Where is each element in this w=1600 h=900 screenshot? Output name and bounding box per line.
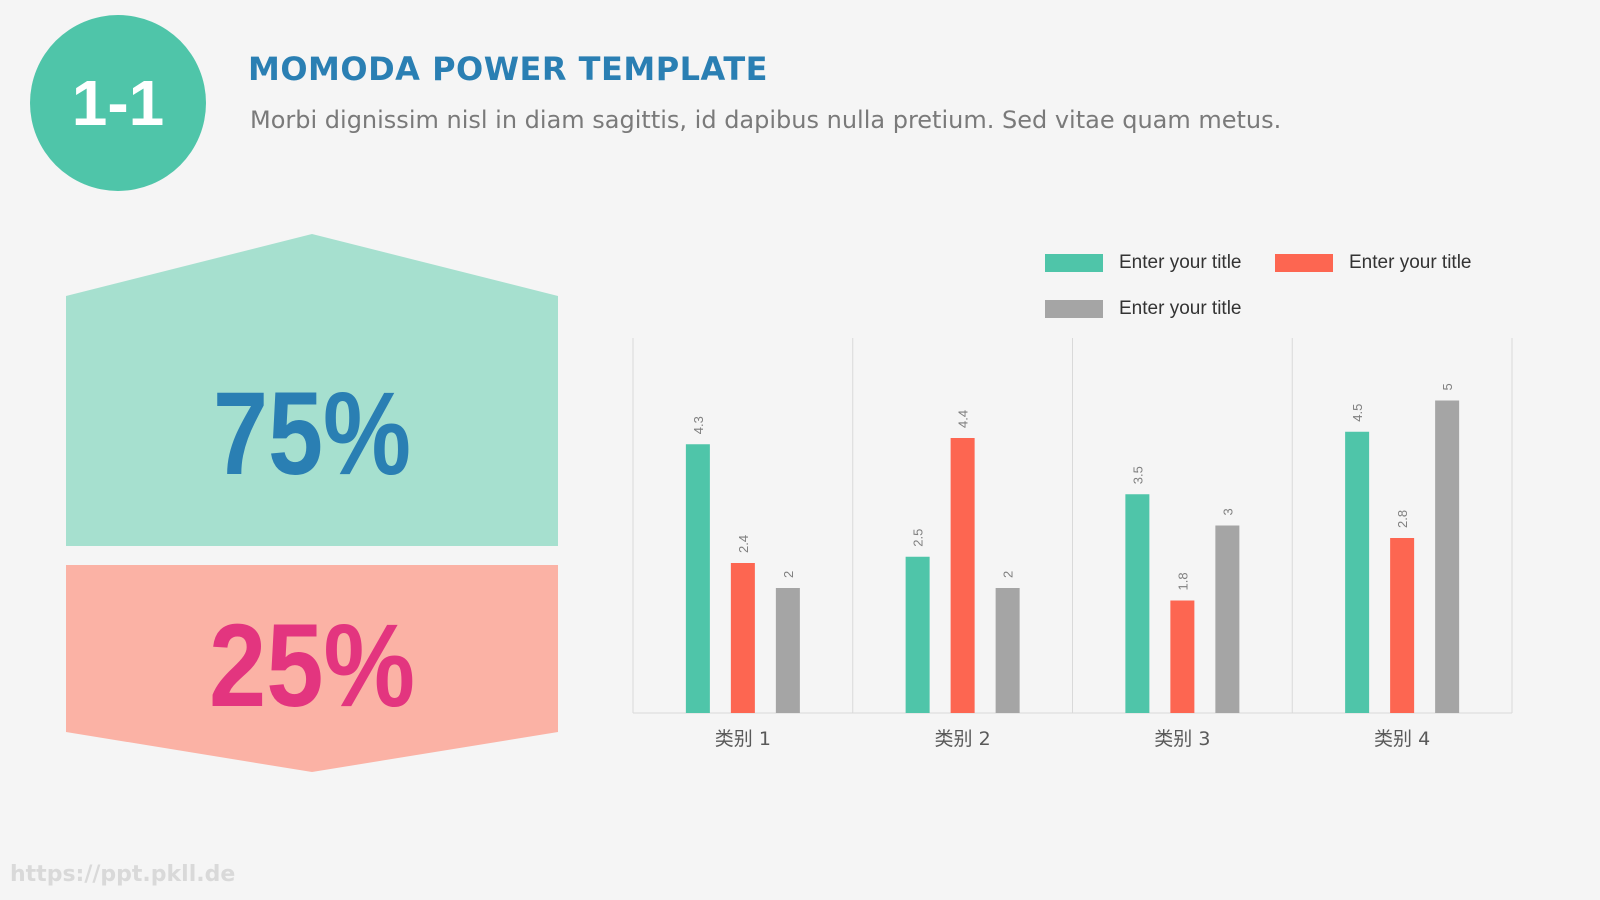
bar-chart: 4.3 2.4 2 类别 1 2.5 4.4 2 类别 2 3.5 1.8 3 类别 3 4.5 2.8 5… [632, 338, 1513, 750]
bar-series-1-cat-1 [685, 444, 710, 713]
stats-panel: 75% 25% [66, 234, 558, 772]
data-label-series-3-cat-3: 3 [1220, 508, 1235, 515]
data-label-series-2-cat-2: 4.4 [956, 410, 971, 428]
bar-series-3-cat-1 [775, 588, 800, 713]
bar-series-2-cat-1 [730, 563, 755, 713]
legend-label-series-2: Enter your title [1349, 252, 1472, 273]
data-label-series-3-cat-2: 2 [1001, 571, 1016, 578]
bar-series-3-cat-3 [1215, 525, 1240, 713]
legend-item-series-1: Enter your title [1045, 252, 1242, 274]
legend-swatch-series-2 [1275, 254, 1333, 272]
legend-swatch-series-3 [1045, 300, 1103, 318]
bar-series-1-cat-3 [1125, 494, 1150, 713]
bar-series-3-cat-4 [1435, 400, 1460, 713]
legend-item-series-2: Enter your title [1275, 252, 1472, 274]
data-label-series-1-cat-1: 4.3 [691, 416, 706, 434]
slide-number-text: 1-1 [71, 67, 165, 139]
page-subtitle: Morbi dignissim nisl in diam sagittis, i… [250, 106, 1282, 134]
legend-swatch-series-1 [1045, 254, 1103, 272]
page-title: MOMODA POWER TEMPLATE [248, 50, 768, 88]
data-label-series-1-cat-4: 4.5 [1350, 404, 1365, 422]
legend-item-series-3: Enter your title [1045, 298, 1242, 320]
stat-top-shape [66, 234, 558, 546]
data-label-series-2-cat-1: 2.4 [736, 535, 751, 553]
data-label-series-1-cat-3: 3.5 [1130, 466, 1145, 484]
chart-legend: Enter your title Enter your title Enter … [1045, 252, 1545, 342]
bar-series-2-cat-2 [950, 438, 975, 713]
bar-series-2-cat-3 [1170, 600, 1195, 713]
x-tick-label-4: 类别 4 [1374, 728, 1430, 750]
slide-number-badge: 1-1 [30, 15, 206, 191]
bar-series-1-cat-4 [1345, 431, 1370, 713]
stat-bottom-shape [66, 565, 558, 772]
data-label-series-1-cat-2: 2.5 [911, 529, 926, 547]
data-label-series-3-cat-4: 5 [1440, 383, 1455, 390]
bar-series-3-cat-2 [995, 588, 1020, 713]
stat-top-value: 75% [213, 368, 411, 500]
bar-series-1-cat-2 [905, 556, 930, 713]
stat-bottom-value: 25% [209, 600, 415, 732]
data-label-series-2-cat-3: 1.8 [1175, 572, 1190, 590]
legend-label-series-3: Enter your title [1119, 298, 1242, 319]
x-tick-label-3: 类别 3 [1154, 728, 1210, 750]
data-label-series-3-cat-1: 2 [781, 571, 796, 578]
x-tick-label-2: 类别 2 [935, 728, 991, 750]
legend-label-series-1: Enter your title [1119, 252, 1242, 273]
data-label-series-2-cat-4: 2.8 [1395, 510, 1410, 528]
bar-series-2-cat-4 [1390, 538, 1415, 713]
x-tick-label-1: 类别 1 [715, 728, 771, 750]
watermark: https://ppt.pkll.de [10, 862, 236, 887]
